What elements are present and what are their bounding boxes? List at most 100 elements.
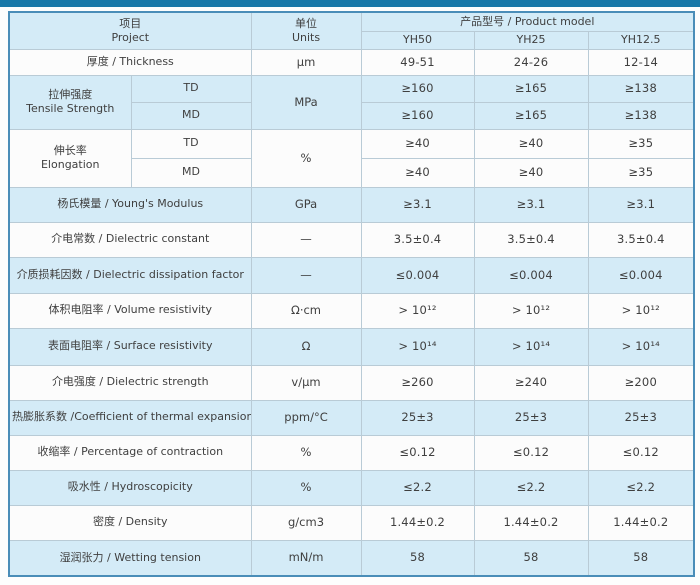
- value-cell: > 10¹⁴: [587, 327, 695, 366]
- row-label: 收缩率 / Percentage of contraction: [8, 434, 252, 471]
- value-cell: ≥3.1: [473, 186, 589, 223]
- row-label: 杨氏模量 / Young's Modulus: [8, 186, 252, 223]
- row-label-cn: 伸长率: [53, 144, 87, 158]
- value-cell: ≤2.2: [473, 469, 589, 506]
- value-cell: ≤0.004: [473, 256, 589, 294]
- sub-row-label-td: TD: [130, 74, 252, 103]
- unit-cell: Ω·cm: [250, 292, 362, 329]
- row-label: 吸水性 / Hydroscopicity: [8, 469, 252, 506]
- value-cell: ≥40: [473, 157, 589, 188]
- value-cell: ≤2.2: [587, 469, 695, 506]
- value-cell: ≥35: [587, 128, 695, 159]
- unit-cell: GPa: [250, 186, 362, 223]
- unit-cell: MPa: [250, 74, 362, 130]
- row-label: 介质损耗因数 / Dielectric dissipation factor: [8, 256, 252, 294]
- col-header-units: 单位 Units: [250, 11, 362, 50]
- row-label: 湿润张力 / Wetting tension: [8, 539, 252, 577]
- table-header-row: 项目 Project 单位 Units 产品型号 / Product model: [8, 11, 695, 50]
- model-header-row: YH50 YH25 YH12.5: [9, 30, 695, 50]
- value-cell: ≥40: [360, 128, 475, 159]
- value-cell: 3.5±0.4: [473, 221, 589, 258]
- value-cell: 25±3: [473, 399, 589, 436]
- value-cell: ≥40: [473, 128, 589, 159]
- value-cell: ≥160: [360, 101, 475, 130]
- table-row-hydroscopicity: 吸水性 / Hydroscopicity % ≤2.2 ≤2.2 ≤2.2: [8, 469, 695, 506]
- row-label-tensile: 拉伸强度 Tensile Strength: [8, 74, 132, 130]
- table-row-tensile-td: 拉伸强度 Tensile Strength TD MPa ≥160 ≥165 ≥…: [8, 74, 695, 130]
- value-cell: ≤0.12: [587, 434, 695, 471]
- value-cell: > 10¹⁴: [473, 327, 589, 366]
- value-cell: ≤0.004: [360, 256, 475, 294]
- col-header-units-en: Units: [291, 30, 321, 44]
- value-cell: 58: [360, 539, 475, 577]
- unit-cell: ppm/°C: [250, 399, 362, 436]
- value-cell: 3.5±0.4: [360, 221, 475, 258]
- table-row-dielectric-constant: 介电常数 / Dielectric constant — 3.5±0.4 3.5…: [8, 221, 695, 258]
- table-row-youngs-modulus: 杨氏模量 / Young's Modulus GPa ≥3.1 ≥3.1 ≥3.…: [8, 186, 695, 223]
- value-cell: ≤2.2: [360, 469, 475, 506]
- row-label-en: Elongation: [40, 158, 100, 171]
- col-header-units-cn: 单位: [295, 17, 318, 30]
- value-cell: ≥165: [473, 101, 589, 130]
- value-cell: ≥200: [587, 364, 695, 401]
- col-header-project: 项目 Project: [8, 11, 252, 50]
- value-cell: 49-51: [360, 48, 475, 76]
- unit-cell: g/cm3: [250, 504, 362, 541]
- table-row-elongation-td: 伸长率 Elongation TD % ≥40 ≥40 ≥35: [8, 128, 695, 188]
- value-cell: ≤0.12: [473, 434, 589, 471]
- value-cell: ≤0.004: [587, 256, 695, 294]
- value-cell: 24-26: [473, 48, 589, 76]
- value-cell: ≥260: [360, 364, 475, 401]
- table-row-volume-resistivity: 体积电阻率 / Volume resistivity Ω·cm > 10¹² >…: [8, 292, 695, 329]
- table-row-surface-resistivity: 表面电阻率 / Surface resistivity Ω > 10¹⁴ > 1…: [8, 327, 695, 366]
- value-cell: ≤0.12: [360, 434, 475, 471]
- model-header-yh50: YH50: [360, 30, 475, 50]
- row-label: 介电强度 / Dielectric strength: [8, 364, 252, 401]
- value-cell: ≥3.1: [360, 186, 475, 223]
- value-cell: ≥165: [473, 74, 589, 103]
- row-label-en: Tensile Strength: [26, 102, 115, 115]
- value-cell: ≥138: [587, 101, 695, 130]
- sub-row-label-md: MD: [130, 157, 252, 188]
- row-label-elongation: 伸长率 Elongation: [8, 128, 132, 188]
- row-label-cn: 拉伸强度: [48, 88, 93, 102]
- table-row-dissipation-factor: 介质损耗因数 / Dielectric dissipation factor —…: [8, 256, 695, 294]
- row-label: 热膨胀系数 /Coefficient of thermal expansion: [8, 399, 252, 436]
- value-cell: ≥240: [473, 364, 589, 401]
- row-label: 表面电阻率 / Surface resistivity: [8, 327, 252, 366]
- spec-table: 项目 Project 单位 Units 产品型号 / Product model…: [8, 11, 696, 577]
- value-cell: 58: [473, 539, 589, 577]
- value-cell: 1.44±0.2: [360, 504, 475, 541]
- row-label: 体积电阻率 / Volume resistivity: [8, 292, 252, 329]
- value-cell: ≥138: [587, 74, 695, 103]
- table-row-contraction: 收缩率 / Percentage of contraction % ≤0.12 …: [8, 434, 695, 471]
- table-row-density: 密度 / Density g/cm3 1.44±0.2 1.44±0.2 1.4…: [8, 504, 695, 541]
- value-cell: ≥40: [360, 157, 475, 188]
- table-row-thickness: 厚度 / Thickness μm 49-51 24-26 12-14: [8, 48, 695, 76]
- unit-cell: %: [250, 469, 362, 506]
- value-cell: 25±3: [587, 399, 695, 436]
- unit-cell: —: [250, 256, 362, 294]
- table-row-wetting-tension: 湿润张力 / Wetting tension mN/m 58 58 58: [8, 539, 695, 577]
- value-cell: 12-14: [587, 48, 695, 76]
- table-row-thermal-expansion: 热膨胀系数 /Coefficient of thermal expansion …: [8, 399, 695, 436]
- value-cell: ≥35: [587, 157, 695, 188]
- col-header-project-cn: 项目: [119, 17, 142, 30]
- unit-cell: mN/m: [250, 539, 362, 577]
- unit-cell: %: [250, 128, 362, 188]
- value-cell: 25±3: [360, 399, 475, 436]
- value-cell: 58: [587, 539, 695, 577]
- top-accent-bar: [0, 0, 700, 7]
- unit-cell: μm: [250, 48, 362, 76]
- col-header-product-model: 产品型号 / Product model: [360, 11, 695, 32]
- page-body: 项目 Project 单位 Units 产品型号 / Product model…: [0, 7, 700, 577]
- unit-cell: %: [250, 434, 362, 471]
- value-cell: > 10¹⁴: [360, 327, 475, 366]
- model-header-yh25: YH25: [473, 30, 589, 50]
- unit-cell: Ω: [250, 327, 362, 366]
- value-cell: ≥160: [360, 74, 475, 103]
- table-row-dielectric-strength: 介电强度 / Dielectric strength v/μm ≥260 ≥24…: [8, 364, 695, 401]
- sub-row-label-td: TD: [130, 128, 252, 159]
- row-label: 介电常数 / Dielectric constant: [8, 221, 252, 258]
- value-cell: 3.5±0.4: [587, 221, 695, 258]
